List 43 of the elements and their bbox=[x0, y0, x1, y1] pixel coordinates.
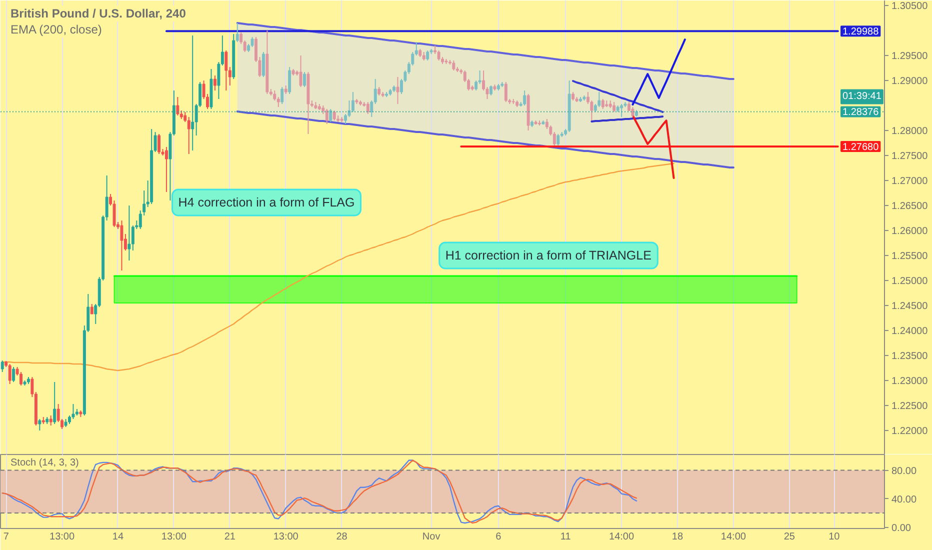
x-tick-label: 25 bbox=[784, 532, 796, 542]
x-tick-label: 13:00 bbox=[273, 532, 299, 542]
annotation: 01:39:41 bbox=[842, 91, 882, 102]
y-tick-label: 1.26500 bbox=[892, 201, 928, 212]
y-tick-label: 1.22000 bbox=[892, 426, 928, 437]
x-tick-label: Nov bbox=[422, 532, 440, 542]
y-tick-label: 1.25000 bbox=[892, 276, 928, 287]
y-tick-label: 40.00 bbox=[892, 494, 917, 506]
y-tick-label: 1.23000 bbox=[892, 376, 928, 387]
ref-line-label: 1.28376 bbox=[842, 107, 880, 118]
x-tick-label: 14:00 bbox=[609, 532, 634, 542]
x-tick-label: 28 bbox=[336, 532, 348, 542]
y-tick-label: 1.30500 bbox=[892, 1, 928, 12]
x-tick-label: 7 bbox=[3, 532, 10, 542]
x-tick-label: 18 bbox=[672, 532, 684, 542]
annotation: H4 correction in a form of FLAG bbox=[178, 196, 355, 210]
x-tick-label: 6 bbox=[496, 532, 502, 542]
y-tick-label: 0.00 bbox=[892, 522, 912, 534]
series-label: 1.29988 bbox=[842, 26, 880, 38]
x-tick-label: 14:00 bbox=[720, 532, 746, 542]
chart-title: Stoch (14, 3, 3) bbox=[10, 458, 79, 468]
y-tick-label: 1.28000 bbox=[892, 126, 928, 137]
y-tick-label: 1.27500 bbox=[892, 151, 928, 162]
annotation: H1 correction in a form of TRIANGLE bbox=[445, 248, 652, 262]
x-tick-label: 14 bbox=[112, 532, 124, 542]
y-tick-label: 1.29500 bbox=[892, 51, 928, 62]
x-tick-label: 10 bbox=[828, 532, 840, 542]
x-tick-label: 11 bbox=[560, 532, 572, 542]
y-tick-label: 1.25500 bbox=[892, 251, 928, 262]
x-tick-label: 13:00 bbox=[161, 532, 187, 542]
y-tick-label: 1.22500 bbox=[892, 401, 928, 412]
x-tick-label: 13:00 bbox=[50, 532, 75, 542]
x-tick-label: 21 bbox=[224, 532, 236, 542]
text: EMA (200, close) bbox=[10, 22, 102, 36]
y-tick-label: 1.27000 bbox=[892, 176, 928, 187]
y-tick-label: 1.24000 bbox=[892, 326, 928, 337]
y-tick-label: 80.00 bbox=[892, 466, 917, 477]
series-label: 1.27680 bbox=[842, 142, 880, 153]
y-tick-label: 1.26000 bbox=[892, 226, 928, 237]
text: British Pound / U.S. Dollar, 240 bbox=[10, 6, 186, 20]
y-tick-label: 1.23500 bbox=[892, 351, 928, 362]
y-tick-label: 1.24500 bbox=[892, 301, 928, 312]
y-tick-label: 1.29000 bbox=[892, 76, 928, 87]
